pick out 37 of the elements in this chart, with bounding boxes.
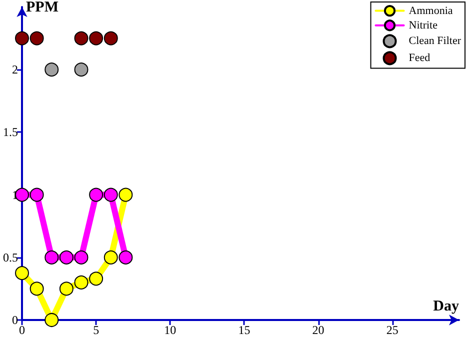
legend-label: Clean Filter <box>408 35 462 48</box>
point <box>15 266 29 280</box>
point <box>74 275 88 290</box>
point <box>104 31 118 46</box>
point <box>89 31 104 46</box>
point <box>104 250 118 264</box>
x-tick-label: 20 <box>312 323 324 337</box>
x-axis-title: Day <box>433 298 460 314</box>
point <box>59 282 74 296</box>
legend-label: Ammonia <box>408 4 453 17</box>
point <box>30 188 44 202</box>
point <box>74 62 88 77</box>
point <box>30 31 44 46</box>
point <box>89 188 104 202</box>
x-tick-label: 10 <box>164 323 176 337</box>
point <box>89 272 104 286</box>
point <box>15 31 29 46</box>
point <box>44 250 59 264</box>
point <box>118 188 133 202</box>
point <box>44 62 59 77</box>
x-tick-label: 5 <box>93 323 100 337</box>
y-tick-label: 2 <box>12 62 18 77</box>
y-tick-label: 1.5 <box>3 125 18 140</box>
legend-label: Feed <box>408 52 431 64</box>
y-tick-label: 0.5 <box>3 250 18 264</box>
y-axis-title: PPM <box>26 0 58 16</box>
point <box>118 250 133 264</box>
point <box>74 250 88 264</box>
y-tick-label: 0 <box>12 313 18 327</box>
point <box>44 313 59 327</box>
x-tick-label: 15 <box>238 323 250 337</box>
point <box>59 250 74 264</box>
point <box>74 31 88 46</box>
legend-label: Nitrite <box>408 19 438 32</box>
point <box>104 188 118 202</box>
x-tick-label: 25 <box>386 323 398 337</box>
point <box>30 282 44 296</box>
